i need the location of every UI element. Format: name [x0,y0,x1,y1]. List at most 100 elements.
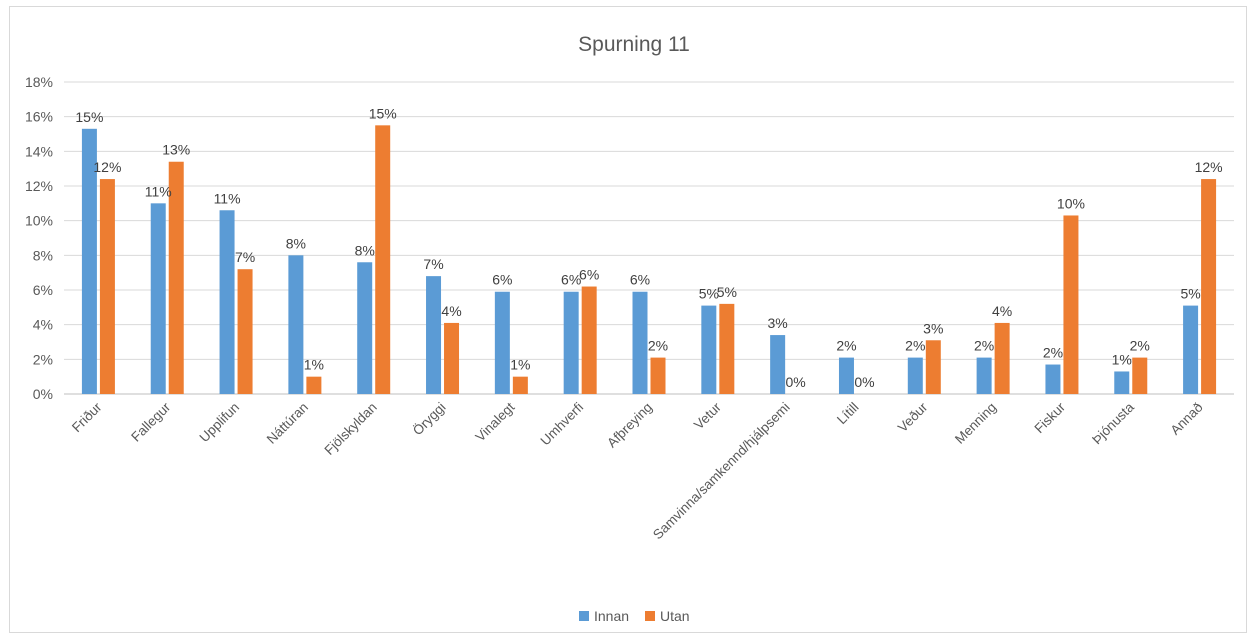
data-label-utan: 0% [854,374,874,390]
data-label-utan: 1% [304,357,324,373]
bar-utan [306,376,322,394]
y-axis: 0% 2% 4% 6% 8% 10% 12% 14% 16% 18% [25,74,53,402]
data-label-innan: 2% [974,338,994,354]
bar-innan [1183,305,1199,394]
data-label-utan: 7% [235,249,255,265]
y-tick-label: 10% [25,213,53,229]
bar-utan [994,322,1010,394]
bar-utan [444,322,460,394]
bar-innan [838,357,854,394]
legend: Innan Utan [579,608,690,624]
category-label: Vinalegt [473,399,518,444]
bar-innan [219,210,235,394]
data-label-utan: 12% [93,159,121,175]
y-tick-label: 2% [33,351,53,367]
y-tick-label: 18% [25,74,53,90]
y-tick-label: 16% [25,109,53,125]
bar-innan [770,335,786,394]
category-label: Öryggi [410,400,449,439]
data-label-utan: 0% [786,374,806,390]
data-label-innan: 5% [699,286,719,302]
chart-title: Spurning 11 [578,33,690,56]
bar-innan [976,357,992,394]
data-label-innan: 6% [630,272,650,288]
y-tick-label: 4% [33,317,53,333]
data-label-innan: 6% [492,272,512,288]
y-tick-label: 6% [33,282,53,298]
data-label-innan: 8% [286,235,306,251]
data-label-innan: 15% [75,109,103,125]
bar-utan [168,161,184,394]
data-label-utan: 10% [1057,195,1085,211]
category-label: Fallegur [128,399,173,444]
data-label-innan: 5% [1180,286,1200,302]
y-tick-label: 0% [33,386,53,402]
x-axis: Friður Fallegur Upplifun Náttúran Fjölskylda… [69,399,1206,542]
data-label-innan: 1% [1112,351,1132,367]
bar-innan [426,276,442,394]
data-label-utan: 12% [1195,159,1223,175]
data-label-utan: 13% [162,142,190,158]
legend-swatch-innan [579,611,589,621]
bar-innan [1045,364,1061,394]
data-label-innan: 11% [145,183,172,199]
category-label: Vetur [691,399,724,432]
bar-utan [719,303,735,394]
category-label: Veður [895,399,931,435]
data-label-utan: 15% [369,105,397,121]
bar-utan [1063,215,1079,394]
data-label-innan: 2% [905,338,925,354]
data-label-innan: 2% [1043,345,1063,361]
bar-utan [237,269,253,394]
data-label-innan: 2% [836,338,856,354]
data-label-utan: 2% [648,338,668,354]
bar-innan [494,291,510,394]
category-label: Náttúran [264,400,311,447]
category-label: Samvinna/samkennd/hjálpsemi [650,400,793,543]
bar-utan [925,340,941,394]
bar-utan [99,179,115,394]
category-label: Upplifun [197,400,243,446]
bar-utan [1132,357,1148,394]
bar-innan [701,305,717,394]
chart-frame [9,6,1247,633]
bar-innan [1114,371,1130,394]
legend-swatch-utan [645,611,655,621]
bar-innan [563,291,579,394]
y-tick-label: 8% [33,247,53,263]
bar-innan [288,255,304,394]
category-label: Fiskur [1031,399,1068,436]
bar-utan [512,376,528,394]
data-labels: 15%12%11%13%11%7%8%1%8%15%7%4%6%1%6%6% 6%… [75,105,1222,390]
bar-innan [150,203,166,394]
data-label-utan: 3% [923,320,943,336]
category-label: Fjölskyldan [321,400,379,458]
category-label: Menning [952,400,999,447]
data-label-innan: 11% [214,190,241,206]
bar-innan [632,291,648,394]
data-label-innan: 7% [423,256,443,272]
data-label-utan: 4% [992,303,1012,319]
bar-innan [81,128,97,395]
data-label-utan: 5% [717,284,737,300]
data-label-utan: 4% [441,303,461,319]
data-label-innan: 3% [768,315,788,331]
data-label-innan: 8% [355,242,375,258]
category-label: Lítill [834,400,862,428]
category-label: Friður [69,399,105,435]
data-label-utan: 1% [510,357,530,373]
category-label: Þjónusta [1089,399,1137,447]
data-label-utan: 2% [1130,338,1150,354]
bar-utan [581,286,597,394]
legend-label-utan: Utan [660,608,690,624]
gridlines [64,81,1234,395]
bar-utan [375,125,391,394]
category-label: Annað [1167,400,1205,438]
bars [81,125,1217,395]
bar-utan [1201,179,1217,394]
bar-innan [907,357,923,394]
category-label: Afþreying [604,400,655,451]
y-tick-label: 14% [25,143,53,159]
y-tick-label: 12% [25,178,53,194]
